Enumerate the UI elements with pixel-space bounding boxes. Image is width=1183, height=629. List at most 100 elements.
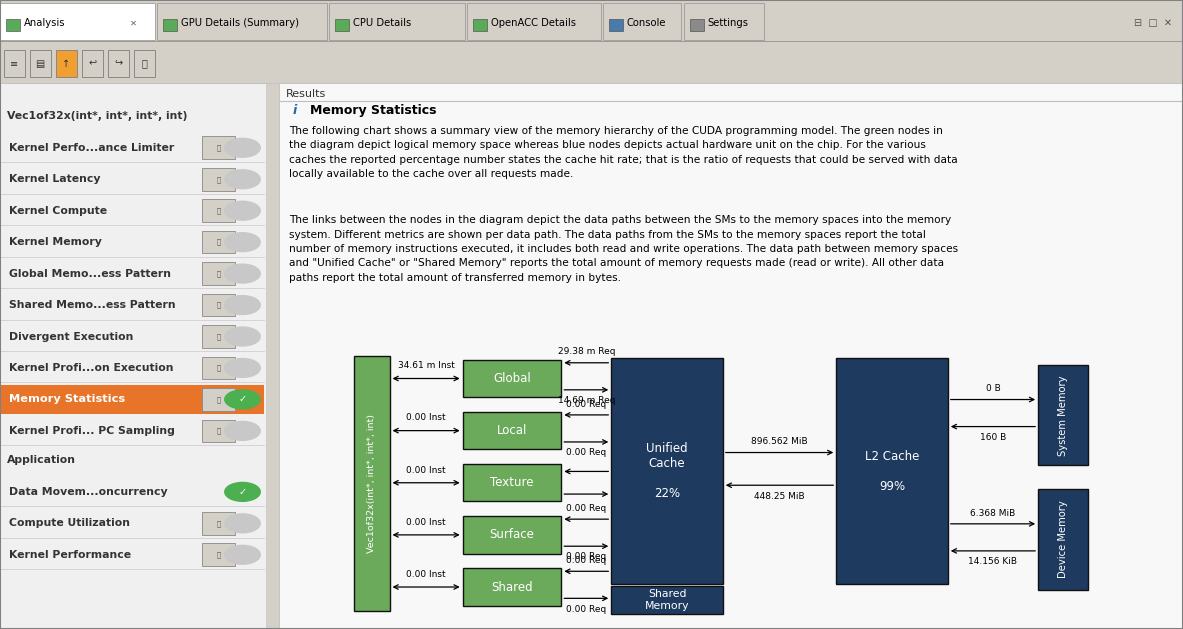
Text: Kernel Performance: Kernel Performance: [9, 550, 131, 560]
Circle shape: [225, 201, 260, 220]
Text: ⬛: ⬛: [216, 396, 221, 403]
Text: The following chart shows a summary view of the memory hierarchy of the CUDA pro: The following chart shows a summary view…: [289, 126, 957, 179]
FancyBboxPatch shape: [157, 3, 327, 40]
FancyBboxPatch shape: [202, 136, 235, 159]
Text: Unified
Cache

22%: Unified Cache 22%: [646, 442, 687, 501]
Circle shape: [225, 327, 260, 346]
FancyBboxPatch shape: [202, 231, 235, 253]
Text: Texture: Texture: [490, 476, 534, 489]
FancyBboxPatch shape: [354, 356, 389, 611]
FancyBboxPatch shape: [0, 83, 279, 629]
FancyBboxPatch shape: [202, 543, 235, 566]
FancyBboxPatch shape: [1037, 489, 1088, 590]
FancyBboxPatch shape: [202, 388, 235, 411]
Text: Surface: Surface: [490, 528, 535, 542]
Text: ⬛: ⬛: [216, 428, 221, 434]
Text: Data Movem...oncurrency: Data Movem...oncurrency: [9, 487, 168, 497]
Text: ⬛: ⬛: [216, 145, 221, 151]
Text: 0.00 Inst: 0.00 Inst: [406, 413, 446, 423]
FancyBboxPatch shape: [329, 3, 465, 40]
FancyBboxPatch shape: [279, 83, 1183, 629]
FancyBboxPatch shape: [202, 262, 235, 285]
Text: ↪: ↪: [115, 58, 122, 69]
Text: Shared: Shared: [491, 581, 532, 594]
FancyBboxPatch shape: [463, 360, 562, 398]
FancyBboxPatch shape: [836, 359, 948, 584]
Text: Shared
Memory: Shared Memory: [645, 589, 690, 611]
FancyBboxPatch shape: [202, 357, 235, 379]
FancyBboxPatch shape: [463, 516, 562, 554]
Text: 160 B: 160 B: [980, 433, 1006, 442]
Text: 14.156 KiB: 14.156 KiB: [969, 557, 1017, 566]
Text: ▤: ▤: [35, 58, 45, 69]
Circle shape: [225, 482, 260, 501]
FancyBboxPatch shape: [202, 199, 235, 222]
FancyBboxPatch shape: [266, 83, 279, 629]
Text: ⬛: ⬛: [216, 239, 221, 245]
Text: Kernel Profi...on Execution: Kernel Profi...on Execution: [9, 363, 174, 373]
Circle shape: [225, 390, 260, 409]
FancyBboxPatch shape: [4, 50, 25, 77]
Text: ✕: ✕: [130, 19, 137, 28]
Text: Settings: Settings: [707, 18, 749, 28]
Text: Kernel Profi... PC Sampling: Kernel Profi... PC Sampling: [9, 426, 175, 436]
Text: Shared Memo...ess Pattern: Shared Memo...ess Pattern: [9, 300, 176, 310]
Text: Device Memory: Device Memory: [1058, 501, 1068, 579]
Text: ↑: ↑: [63, 58, 70, 69]
FancyBboxPatch shape: [0, 385, 264, 414]
Text: System Memory: System Memory: [1058, 375, 1068, 455]
Text: ↩: ↩: [89, 58, 96, 69]
FancyBboxPatch shape: [612, 586, 723, 614]
Text: 0.00 Inst: 0.00 Inst: [406, 570, 446, 579]
Text: 0.00 Req: 0.00 Req: [567, 448, 607, 457]
Text: ≡: ≡: [11, 58, 18, 69]
Text: 14.69 m Req: 14.69 m Req: [557, 396, 615, 405]
Circle shape: [225, 170, 260, 189]
Circle shape: [225, 138, 260, 157]
FancyBboxPatch shape: [202, 294, 235, 316]
Text: Application: Application: [7, 455, 76, 465]
Text: 0.00 Req: 0.00 Req: [567, 504, 607, 513]
Text: ⬛: ⬛: [216, 365, 221, 371]
Text: ⬛: ⬛: [216, 270, 221, 277]
FancyBboxPatch shape: [56, 50, 77, 77]
FancyBboxPatch shape: [335, 19, 349, 31]
FancyBboxPatch shape: [0, 3, 155, 40]
FancyBboxPatch shape: [163, 19, 177, 31]
Text: ⬛: ⬛: [216, 520, 221, 526]
Text: ⬛: ⬛: [216, 302, 221, 308]
Text: 0.00 Inst: 0.00 Inst: [406, 465, 446, 474]
FancyBboxPatch shape: [609, 19, 623, 31]
Text: Kernel Latency: Kernel Latency: [9, 174, 101, 184]
Text: 0.00 Inst: 0.00 Inst: [406, 518, 446, 526]
FancyBboxPatch shape: [463, 412, 562, 449]
Text: OpenACC Details: OpenACC Details: [491, 18, 576, 28]
Text: Kernel Perfo...ance Limiter: Kernel Perfo...ance Limiter: [9, 143, 175, 153]
Text: 896.562 MiB: 896.562 MiB: [751, 437, 808, 446]
FancyBboxPatch shape: [82, 50, 103, 77]
Text: ⬛: ⬛: [216, 176, 221, 182]
Text: Analysis: Analysis: [24, 18, 65, 28]
FancyBboxPatch shape: [473, 19, 487, 31]
FancyBboxPatch shape: [202, 325, 235, 348]
Text: L2 Cache

99%: L2 Cache 99%: [865, 450, 919, 493]
FancyBboxPatch shape: [690, 19, 704, 31]
FancyBboxPatch shape: [684, 3, 764, 40]
Text: 0.00 Req: 0.00 Req: [567, 556, 607, 565]
Text: 0.00 Req: 0.00 Req: [567, 604, 607, 614]
Text: 448.25 MiB: 448.25 MiB: [755, 491, 804, 501]
FancyBboxPatch shape: [603, 3, 681, 40]
Text: The links between the nodes in the diagram depict the data paths between the SMs: The links between the nodes in the diagr…: [289, 215, 958, 282]
FancyBboxPatch shape: [0, 41, 1183, 83]
FancyBboxPatch shape: [463, 569, 562, 606]
Text: Console: Console: [627, 18, 666, 28]
Text: GPU Details (Summary): GPU Details (Summary): [181, 18, 299, 28]
Circle shape: [225, 514, 260, 533]
Text: Memory Statistics: Memory Statistics: [9, 394, 125, 404]
Text: ⬛: ⬛: [216, 208, 221, 214]
FancyBboxPatch shape: [0, 0, 1183, 41]
FancyBboxPatch shape: [30, 50, 51, 77]
Circle shape: [225, 296, 260, 314]
Text: Global Memo...ess Pattern: Global Memo...ess Pattern: [9, 269, 172, 279]
FancyBboxPatch shape: [612, 359, 723, 584]
